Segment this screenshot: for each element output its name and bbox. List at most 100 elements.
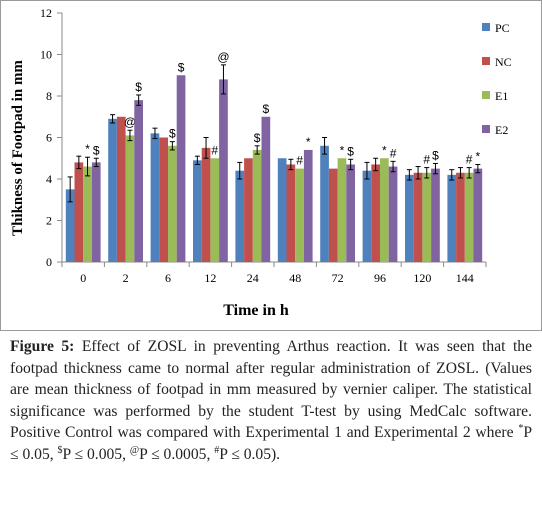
bar-pc <box>65 189 75 262</box>
bar-pc <box>447 174 457 262</box>
bar-nc <box>74 162 84 262</box>
significance-mark: * <box>340 143 345 157</box>
bar-e1 <box>125 135 135 262</box>
y-tick-label: 10 <box>40 48 52 62</box>
x-tick-label: 2 <box>123 271 129 285</box>
caption-sup: * <box>518 423 524 435</box>
bar-e2 <box>303 149 313 262</box>
bar-e1 <box>83 166 92 262</box>
bar-chart: Thikness of Footpad in mm Time in h 0246… <box>0 0 542 331</box>
significance-mark: @ <box>217 50 229 64</box>
bar-nc <box>244 158 253 262</box>
caption-label: Figure 5: <box>10 338 75 355</box>
caption-text: P ≤ 0.0005, <box>139 445 215 463</box>
bar-e2 <box>346 164 355 262</box>
significance-mark: * <box>382 143 387 157</box>
significance-mark: # <box>211 143 218 157</box>
x-tick-label: 96 <box>374 271 386 285</box>
y-tick-label: 4 <box>46 172 52 186</box>
x-tick-label: 6 <box>165 271 171 285</box>
significance-mark: # <box>296 154 303 168</box>
legend-swatch-e2 <box>482 125 490 133</box>
legend-label: E1 <box>495 89 508 103</box>
caption-text: P ≤ 0.05, <box>10 424 532 463</box>
x-tick-label: 120 <box>413 271 431 285</box>
bar-pc <box>405 174 414 262</box>
x-tick-label: 12 <box>204 271 216 285</box>
caption-sup: $ <box>57 444 63 456</box>
legend-label: NC <box>495 55 512 69</box>
y-tick-label: 8 <box>46 89 52 103</box>
chart-frame <box>0 0 542 331</box>
y-tick-label: 0 <box>46 255 52 269</box>
bar-nc <box>413 172 423 262</box>
significance-mark: * <box>476 149 481 163</box>
significance-mark: $ <box>254 131 261 145</box>
legend-swatch-e1 <box>482 91 490 99</box>
bar-pc <box>235 170 245 262</box>
y-axis-label: Thikness of Footpad in mm <box>10 60 26 236</box>
y-tick-label: 2 <box>46 214 52 228</box>
bar-nc <box>286 164 296 262</box>
significance-mark: @ <box>124 115 136 129</box>
caption-sup: @ <box>129 444 140 456</box>
bar-e2 <box>219 79 228 263</box>
x-tick-label: 24 <box>247 271 259 285</box>
significance-mark: * <box>85 142 90 156</box>
bar-e2 <box>91 162 101 262</box>
bar-e2 <box>431 168 440 262</box>
y-tick-label: 12 <box>40 6 52 20</box>
x-tick-label: 144 <box>456 271 474 285</box>
legend: PC NC E1 E2 <box>482 21 512 137</box>
bar-nc <box>456 172 465 262</box>
x-tick-label: 0 <box>80 271 86 285</box>
legend-swatch-pc <box>482 23 490 31</box>
caption-text: P ≤ 0.005, <box>62 445 130 463</box>
caption-text: P ≤ 0.05). <box>219 445 281 463</box>
caption-sup: # <box>214 444 220 456</box>
bar-e2 <box>134 100 143 263</box>
figure-caption: Figure 5: Effect of ZOSL in preventing A… <box>10 336 532 466</box>
bar-e1 <box>252 149 262 262</box>
bar-e2 <box>388 166 398 262</box>
significance-mark: # <box>423 153 430 167</box>
bar-pc <box>362 170 372 262</box>
significance-mark: $ <box>347 144 354 158</box>
bar-nc <box>116 116 126 262</box>
bar-pc <box>108 118 117 262</box>
x-tick-label: 72 <box>332 271 344 285</box>
bar-e1 <box>464 172 474 262</box>
significance-mark: $ <box>432 148 439 162</box>
bar-nc <box>201 147 211 262</box>
bar-e1 <box>168 145 177 262</box>
bar-e1 <box>422 172 432 262</box>
significance-mark: $ <box>178 60 185 74</box>
bar-e2 <box>176 75 186 262</box>
bar-pc <box>320 145 329 262</box>
bar-e1 <box>210 158 220 262</box>
bar-e1 <box>380 158 389 262</box>
bar-pc <box>277 158 287 262</box>
x-tick-label: 48 <box>289 271 301 285</box>
significance-mark: $ <box>135 80 142 94</box>
significance-mark: * <box>306 135 311 149</box>
caption-text: Effect of ZOSL in preventing Arthus reac… <box>10 338 533 442</box>
significance-mark: $ <box>93 143 100 157</box>
legend-swatch-nc <box>482 57 490 65</box>
bar-nc <box>371 164 380 262</box>
bar-nc <box>159 137 168 262</box>
bar-nc <box>328 168 338 262</box>
bar-e2 <box>473 168 483 262</box>
legend-label: E2 <box>495 123 508 137</box>
bar-pc <box>193 160 202 262</box>
significance-mark: $ <box>169 127 176 141</box>
y-tick-label: 6 <box>46 131 52 145</box>
x-axis-label: Time in h <box>223 302 289 319</box>
bar-e2 <box>261 116 271 262</box>
bar-e1 <box>337 158 347 262</box>
significance-mark: $ <box>263 102 270 116</box>
significance-mark: # <box>390 146 397 160</box>
bar-pc <box>150 133 160 262</box>
